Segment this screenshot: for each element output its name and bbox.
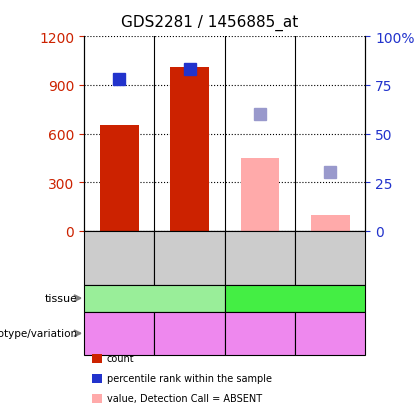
Text: maternal
uniparental
duplication: maternal uniparental duplication (238, 319, 282, 348)
Text: GDS2281 / 1456885_at: GDS2281 / 1456885_at (121, 14, 299, 31)
Text: percentile rank within the sample: percentile rank within the sample (107, 373, 272, 383)
Text: GSM109548: GSM109548 (326, 231, 335, 285)
Text: GSM109547: GSM109547 (255, 231, 264, 285)
Text: genotype/variation: genotype/variation (0, 328, 77, 339)
Text: 13.5 dpc embryo: 13.5 dpc embryo (248, 293, 342, 304)
Bar (311, 215, 349, 231)
Text: GSM109531: GSM109531 (115, 231, 123, 285)
Text: GSM109532: GSM109532 (185, 231, 194, 285)
Bar (170, 68, 209, 231)
Text: newborn brain: newborn brain (114, 293, 194, 304)
Text: paternal
uniparental
duplication: paternal uniparental duplication (308, 319, 352, 348)
Text: paternal
uniparental
duplication: paternal uniparental duplication (167, 319, 212, 348)
Text: count: count (107, 354, 134, 363)
Text: value, Detection Call = ABSENT: value, Detection Call = ABSENT (107, 393, 262, 403)
Text: tissue: tissue (44, 293, 77, 304)
Bar (100, 126, 139, 231)
Bar (241, 159, 279, 231)
Text: maternal
uniparental
duplication: maternal uniparental duplication (97, 319, 142, 348)
